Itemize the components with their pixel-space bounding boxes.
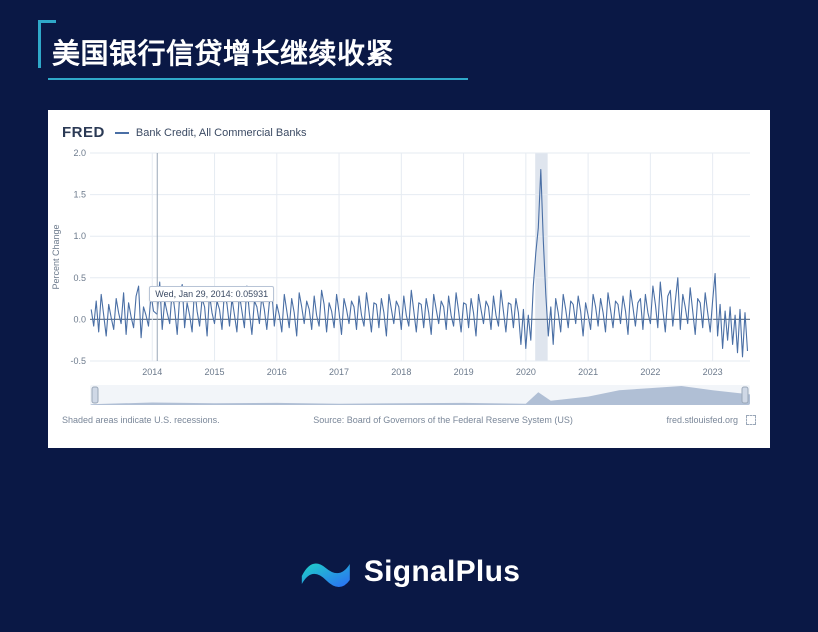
- slide-title-block: 美国银行信贷增长继续收紧: [48, 28, 468, 80]
- x-tick-label: 2019: [454, 367, 474, 377]
- svg-text:1.5: 1.5: [73, 190, 86, 200]
- range-strip-svg: [90, 385, 750, 405]
- chart-header: FRED Bank Credit, All Commercial Banks: [62, 124, 756, 141]
- svg-text:1.0: 1.0: [73, 231, 86, 241]
- line-chart-svg: -0.5 0.0 0.5 1.0 1.5 2.0: [62, 147, 756, 367]
- chart-card: FRED Bank Credit, All Commercial Banks P…: [48, 110, 770, 448]
- footer-url: fred.stlouisfed.org: [666, 415, 738, 425]
- footer-source: Source: Board of Governors of the Federa…: [220, 415, 667, 425]
- fred-logo: FRED: [62, 124, 105, 141]
- plot-area[interactable]: Percent Change -0.50.00.51.01.52.0 Wed, …: [62, 147, 756, 367]
- brand-logo-icon: [298, 550, 354, 594]
- x-tick-label: 2016: [267, 367, 287, 377]
- x-axis-ticks: 2014 2015 2016 2017 2018 2019 2020 2021 2022 2023: [90, 367, 750, 381]
- x-tick-label: 2020: [516, 367, 536, 377]
- chart-tooltip: Wed, Jan 29, 2014: 0.05931: [149, 286, 274, 302]
- x-tick-label: 2023: [703, 367, 723, 377]
- slide-title: 美国银行信贷增长继续收紧: [48, 28, 468, 80]
- x-tick-label: 2022: [640, 367, 660, 377]
- svg-text:2.0: 2.0: [73, 148, 86, 158]
- brand-footer: SignalPlus: [298, 550, 520, 594]
- svg-text:0.5: 0.5: [73, 273, 86, 283]
- x-tick-label: 2014: [142, 367, 162, 377]
- series-legend: Bank Credit, All Commercial Banks: [115, 127, 307, 139]
- x-tick-label: 2018: [391, 367, 411, 377]
- x-tick-label: 2021: [578, 367, 598, 377]
- range-selector[interactable]: [90, 385, 750, 405]
- svg-text:-0.5: -0.5: [70, 356, 86, 366]
- series-label: Bank Credit, All Commercial Banks: [136, 127, 307, 139]
- brand-name: SignalPlus: [364, 555, 520, 589]
- footer-recession-note: Shaded areas indicate U.S. recessions.: [62, 415, 220, 425]
- legend-swatch: [115, 132, 129, 134]
- tooltip-text: Wed, Jan 29, 2014: 0.05931: [155, 289, 268, 299]
- svg-text:0.0: 0.0: [73, 314, 86, 324]
- expand-icon[interactable]: [746, 415, 756, 425]
- x-tick-label: 2015: [205, 367, 225, 377]
- title-corner-accent: [38, 20, 56, 68]
- x-tick-label: 2017: [329, 367, 349, 377]
- y-axis-label: Percent Change: [51, 224, 61, 289]
- chart-footer: Shaded areas indicate U.S. recessions. S…: [62, 415, 756, 425]
